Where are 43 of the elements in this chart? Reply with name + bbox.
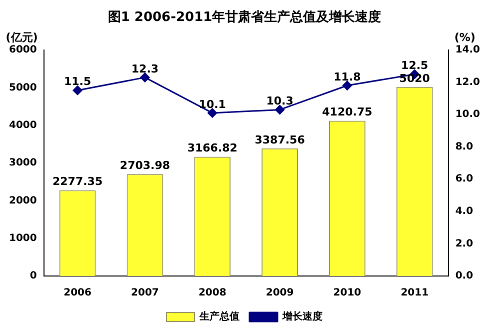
data-label: 4120.75 <box>322 106 372 119</box>
y-tick-label: 0 <box>30 270 37 282</box>
point <box>275 104 285 114</box>
data-label: 12.5 <box>401 59 428 72</box>
y2-tick-label: 8.0 <box>455 141 474 152</box>
y2-axis-title: (%) <box>454 30 476 44</box>
data-label: 12.3 <box>131 62 159 76</box>
x-tick-label: 2008 <box>198 288 226 299</box>
chart-title: 图1 2006-2011年甘肃省生产总值及增长速度 <box>106 8 382 26</box>
legend-label: 生产总值 <box>198 310 240 323</box>
data-label: 10.1 <box>198 98 226 111</box>
y2-tick-label: 10.0 <box>455 109 480 120</box>
data-label: 5020 <box>399 72 430 85</box>
y-tick-label: 2000 <box>8 195 37 206</box>
legend-label: 增长速度 <box>282 310 322 323</box>
point <box>342 80 352 90</box>
y2-tick-label: 0.0 <box>455 270 474 282</box>
y2-tick-label: 14.0 <box>455 44 480 56</box>
y2-tick-label: 12.0 <box>455 76 480 88</box>
x-tick-label: 2009 <box>266 288 294 299</box>
y-axis-title: (亿元) <box>6 30 38 44</box>
y2-tick-label: 4.0 <box>455 206 474 218</box>
data-label: 11.8 <box>334 70 361 84</box>
point <box>72 86 82 96</box>
data-label: 10.3 <box>266 94 294 108</box>
y-tick-label: 1000 <box>8 232 37 244</box>
data-label: 2703.98 <box>120 159 170 172</box>
y-tick-label: 3000 <box>8 158 37 169</box>
data-label: 3166.82 <box>187 142 238 155</box>
x-tick-label: 2010 <box>333 288 362 299</box>
y2-tick-label: 2.0 <box>455 238 474 250</box>
data-label: 3387.56 <box>254 133 306 146</box>
data-label: 2277.35 <box>52 175 103 188</box>
x-tick-label: 2011 <box>400 288 429 299</box>
x-tick-label: 2007 <box>131 288 159 299</box>
y-tick-label: 5000 <box>8 82 37 94</box>
y-tick-label: 6000 <box>8 44 37 56</box>
point <box>140 72 150 82</box>
data-label: 11.5 <box>64 75 92 88</box>
x-tick-label: 2006 <box>64 288 92 299</box>
point <box>208 108 218 118</box>
y2-tick-label: 6.0 <box>455 174 474 185</box>
y-tick-label: 4000 <box>8 120 37 131</box>
